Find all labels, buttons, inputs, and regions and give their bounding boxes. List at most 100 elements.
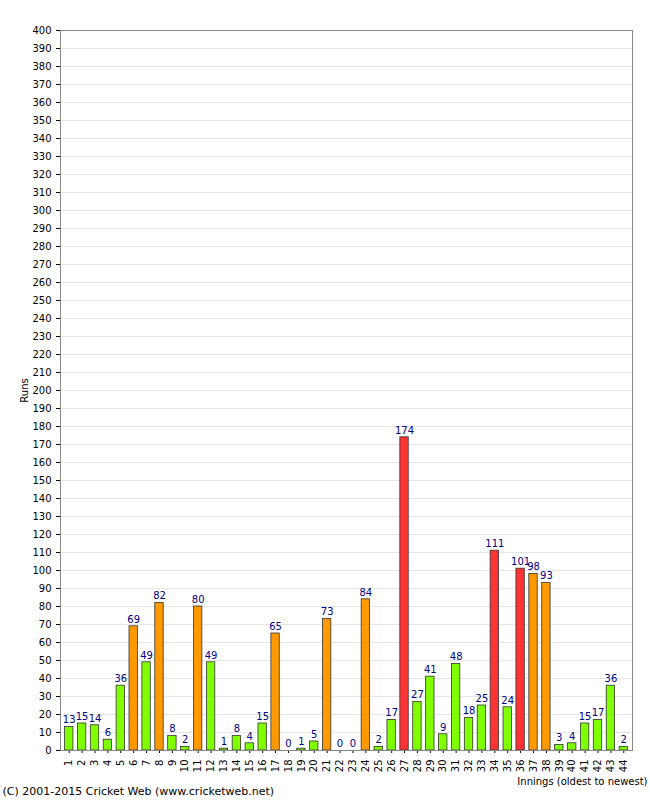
svg-text:60: 60 (39, 637, 52, 648)
svg-text:17: 17 (592, 707, 605, 718)
svg-text:4: 4 (569, 731, 575, 742)
svg-text:5: 5 (115, 760, 126, 766)
svg-text:33: 33 (476, 760, 487, 773)
svg-text:350: 350 (32, 115, 51, 126)
svg-text:6: 6 (105, 727, 111, 738)
svg-text:10: 10 (179, 760, 190, 773)
svg-text:9: 9 (440, 722, 446, 733)
svg-text:25: 25 (476, 693, 489, 704)
svg-text:110: 110 (32, 547, 51, 558)
svg-text:34: 34 (489, 760, 500, 773)
svg-text:Innings (oldest to newest): Innings (oldest to newest) (517, 776, 647, 787)
svg-text:18: 18 (283, 760, 294, 773)
svg-text:21: 21 (321, 760, 332, 773)
svg-text:40: 40 (566, 760, 577, 773)
svg-text:240: 240 (32, 313, 51, 324)
svg-text:26: 26 (386, 760, 397, 773)
svg-text:390: 390 (32, 43, 51, 54)
svg-text:4: 4 (247, 731, 253, 742)
svg-text:180: 180 (32, 421, 51, 432)
svg-text:82: 82 (153, 590, 166, 601)
svg-text:140: 140 (32, 493, 51, 504)
svg-text:15: 15 (76, 711, 89, 722)
svg-text:36: 36 (515, 760, 526, 773)
svg-text:28: 28 (412, 760, 423, 773)
svg-text:0: 0 (350, 738, 356, 749)
svg-text:35: 35 (502, 760, 513, 773)
svg-text:49: 49 (205, 650, 218, 661)
svg-text:10: 10 (39, 727, 52, 738)
svg-text:13: 13 (63, 714, 76, 725)
svg-text:1: 1 (63, 760, 74, 766)
svg-text:230: 230 (32, 331, 51, 342)
svg-text:30: 30 (39, 691, 52, 702)
svg-text:44: 44 (618, 760, 629, 773)
svg-text:150: 150 (32, 475, 51, 486)
svg-text:18: 18 (463, 705, 476, 716)
svg-text:130: 130 (32, 511, 51, 522)
svg-text:15: 15 (579, 711, 592, 722)
svg-text:100: 100 (32, 565, 51, 576)
svg-text:270: 270 (32, 259, 51, 270)
svg-text:48: 48 (450, 651, 463, 662)
svg-text:0: 0 (337, 738, 343, 749)
svg-text:17: 17 (385, 707, 398, 718)
svg-text:41: 41 (424, 664, 437, 675)
svg-text:370: 370 (32, 79, 51, 90)
svg-text:380: 380 (32, 61, 51, 72)
svg-text:93: 93 (540, 570, 553, 581)
svg-text:32: 32 (463, 760, 474, 773)
svg-text:1: 1 (221, 736, 227, 747)
svg-text:14: 14 (231, 760, 242, 773)
svg-text:360: 360 (32, 97, 51, 108)
svg-text:5: 5 (311, 729, 317, 740)
svg-text:24: 24 (360, 760, 371, 773)
svg-text:174: 174 (395, 425, 414, 436)
svg-text:2: 2 (76, 760, 87, 766)
svg-text:36: 36 (114, 673, 127, 684)
svg-text:22: 22 (334, 760, 345, 773)
svg-text:80: 80 (192, 594, 205, 605)
svg-text:280: 280 (32, 241, 51, 252)
svg-text:16: 16 (257, 760, 268, 773)
svg-text:340: 340 (32, 133, 51, 144)
svg-text:12: 12 (205, 760, 216, 773)
svg-text:250: 250 (32, 295, 51, 306)
svg-text:27: 27 (411, 689, 424, 700)
svg-text:80: 80 (39, 601, 52, 612)
svg-text:3: 3 (89, 760, 100, 766)
svg-text:43: 43 (605, 760, 616, 773)
svg-text:8: 8 (169, 723, 175, 734)
svg-text:27: 27 (399, 760, 410, 773)
svg-text:0: 0 (285, 738, 291, 749)
svg-text:38: 38 (541, 760, 552, 773)
svg-text:120: 120 (32, 529, 51, 540)
svg-text:30: 30 (437, 760, 448, 773)
svg-text:23: 23 (347, 760, 358, 773)
svg-text:2: 2 (182, 734, 188, 745)
svg-text:73: 73 (321, 606, 334, 617)
svg-text:2: 2 (376, 734, 382, 745)
svg-text:90: 90 (39, 583, 52, 594)
svg-text:320: 320 (32, 169, 51, 180)
svg-text:14: 14 (89, 713, 102, 724)
svg-text:3: 3 (556, 732, 562, 743)
svg-text:400: 400 (32, 25, 51, 36)
svg-text:190: 190 (32, 403, 51, 414)
svg-text:29: 29 (425, 760, 436, 773)
svg-text:170: 170 (32, 439, 51, 450)
svg-text:310: 310 (32, 187, 51, 198)
svg-text:98: 98 (527, 561, 540, 572)
svg-text:7: 7 (141, 760, 152, 766)
svg-text:31: 31 (450, 760, 461, 773)
svg-text:25: 25 (373, 760, 384, 773)
svg-text:37: 37 (528, 760, 539, 773)
svg-text:111: 111 (485, 538, 504, 549)
svg-text:8: 8 (154, 760, 165, 766)
svg-text:260: 260 (32, 277, 51, 288)
svg-text:1: 1 (298, 736, 304, 747)
svg-text:15: 15 (244, 760, 255, 773)
svg-text:19: 19 (296, 760, 307, 773)
svg-text:20: 20 (39, 709, 52, 720)
svg-text:20: 20 (308, 760, 319, 773)
